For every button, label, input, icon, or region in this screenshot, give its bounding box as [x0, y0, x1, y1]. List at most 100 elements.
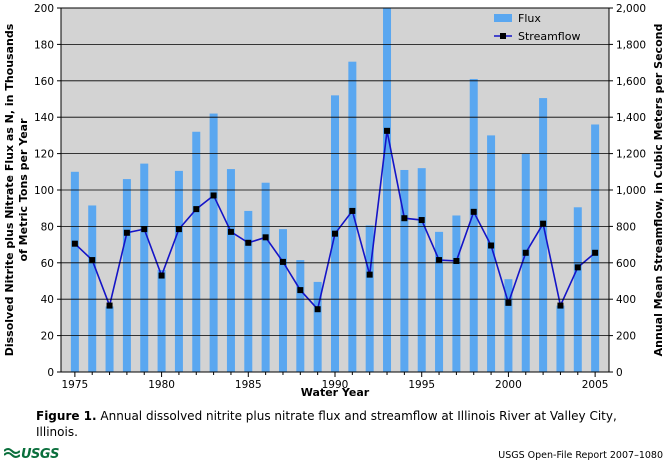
right-tick-label: 0	[616, 367, 623, 379]
left-tick-label: 180	[34, 39, 54, 51]
x-tick-label: 2000	[495, 379, 522, 391]
streamflow-point-1987	[279, 258, 286, 265]
streamflow-point-1977	[106, 302, 113, 309]
flux-bar-1997	[452, 215, 461, 372]
flux-bar-1985	[244, 210, 253, 372]
left-tick-label: 120	[34, 149, 54, 161]
legend: Flux Streamflow	[494, 12, 580, 43]
flux-bar-1978	[122, 179, 131, 372]
left-tick-label: 80	[41, 221, 54, 233]
flux-bar-2000	[504, 279, 513, 372]
flux-bar-1996	[435, 231, 444, 372]
streamflow-point-1984	[227, 228, 234, 235]
streamflow-point-1996	[436, 257, 443, 264]
streamflow-point-1980	[158, 272, 165, 279]
flux-bar-1998	[469, 78, 478, 372]
legend-flux-swatch	[494, 14, 512, 22]
left-tick-label: 140	[34, 112, 54, 124]
flux-bar-1999	[487, 135, 496, 372]
streamflow-point-1982	[193, 206, 200, 213]
right-tick-label: 800	[616, 221, 636, 233]
flux-streamflow-chart: 0204060801001201401601802000200400600800…	[3, 3, 665, 399]
x-tick-label: 1985	[235, 379, 262, 391]
flux-bar-1982	[192, 131, 201, 372]
streamflow-point-1991	[349, 207, 356, 214]
streamflow-point-1985	[245, 239, 252, 246]
streamflow-point-1978	[123, 229, 130, 236]
x-tick-label: 2005	[582, 379, 609, 391]
left-tick-label: 200	[34, 3, 54, 15]
report-number: USGS Open-File Report 2007–1080	[498, 450, 663, 461]
streamflow-point-2005	[592, 249, 599, 256]
flux-bar-1984	[226, 169, 235, 372]
streamflow-point-1976	[89, 257, 96, 264]
streamflow-point-1986	[262, 234, 269, 241]
flux-bar-1991	[348, 61, 357, 372]
flux-bar-1987	[278, 229, 287, 372]
right-tick-label: 1,800	[616, 39, 646, 51]
right-tick-label: 1,600	[616, 76, 646, 88]
caption-text: Annual dissolved nitrite plus nitrate fl…	[36, 409, 617, 439]
streamflow-point-1979	[141, 226, 148, 233]
left-tick-label: 0	[47, 367, 54, 379]
streamflow-point-1975	[71, 240, 78, 247]
streamflow-point-1994	[401, 215, 408, 222]
right-tick-label: 400	[616, 294, 636, 306]
x-tick-label: 1980	[148, 379, 175, 391]
left-axis-title-line: Dissolved Nitrite plus Nitrate Flux as N…	[3, 23, 16, 356]
left-tick-label: 60	[41, 258, 54, 270]
flux-bar-1976	[88, 205, 97, 372]
streamflow-point-1999	[488, 242, 495, 249]
usgs-wave-icon	[4, 448, 20, 458]
streamflow-line-layer	[71, 127, 599, 313]
flux-bar-2003	[556, 305, 565, 372]
streamflow-point-1981	[175, 226, 182, 233]
x-tick-label: 1995	[408, 379, 435, 391]
streamflow-point-1993	[384, 127, 391, 134]
flux-bar-1986	[261, 182, 270, 372]
flux-bar-1995	[417, 168, 426, 372]
streamflow-point-1983	[210, 192, 217, 199]
flux-bar-1994	[400, 169, 409, 372]
left-axis-title-line: of Metric Tons per Year	[17, 118, 30, 262]
flux-bar-1979	[140, 163, 149, 372]
streamflow-point-1997	[453, 257, 460, 264]
streamflow-point-2002	[540, 220, 547, 227]
flux-bar-1980	[157, 270, 166, 372]
flux-bar-1989	[313, 281, 322, 372]
left-tick-label: 160	[34, 76, 54, 88]
streamflow-point-1992	[366, 271, 373, 278]
flux-bar-2002	[539, 98, 548, 372]
left-tick-label: 100	[34, 185, 54, 197]
flux-bar-1992	[365, 225, 374, 372]
streamflow-point-1998	[470, 208, 477, 215]
left-tick-label: 20	[41, 331, 54, 343]
right-tick-label: 1,200	[616, 149, 646, 161]
legend-streamflow-label: Streamflow	[518, 30, 580, 43]
right-tick-label: 2,000	[616, 3, 646, 15]
right-tick-label: 1,000	[616, 185, 646, 197]
right-tick-label: 1,400	[616, 112, 646, 124]
x-axis-title: Water Year	[301, 386, 370, 399]
x-tick-label: 1990	[322, 379, 349, 391]
streamflow-point-1988	[297, 287, 304, 294]
caption-label: Figure 1.	[36, 409, 97, 423]
flux-bar-2004	[573, 207, 582, 372]
flux-bar-1988	[296, 260, 305, 372]
flux-bar-1983	[209, 113, 218, 372]
streamflow-point-1989	[314, 306, 321, 313]
flux-bar-1975	[70, 171, 79, 372]
right-tick-label: 600	[616, 258, 636, 270]
right-tick-label: 200	[616, 331, 636, 343]
left-axis-title: Dissolved Nitrite plus Nitrate Flux as N…	[3, 23, 30, 356]
flux-bar-1977	[105, 306, 114, 372]
figure-caption: Figure 1. Annual dissolved nitrite plus …	[36, 408, 636, 440]
legend-streamflow-marker	[500, 33, 506, 39]
legend-flux-label: Flux	[518, 12, 541, 25]
streamflow-point-2001	[522, 249, 529, 256]
streamflow-point-2003	[557, 302, 564, 309]
right-axis-title: Annual Mean Streamflow, in Cubic Meters …	[652, 24, 665, 357]
left-tick-label: 40	[41, 294, 54, 306]
flux-bar-2005	[591, 124, 600, 372]
flux-bars	[70, 8, 600, 373]
